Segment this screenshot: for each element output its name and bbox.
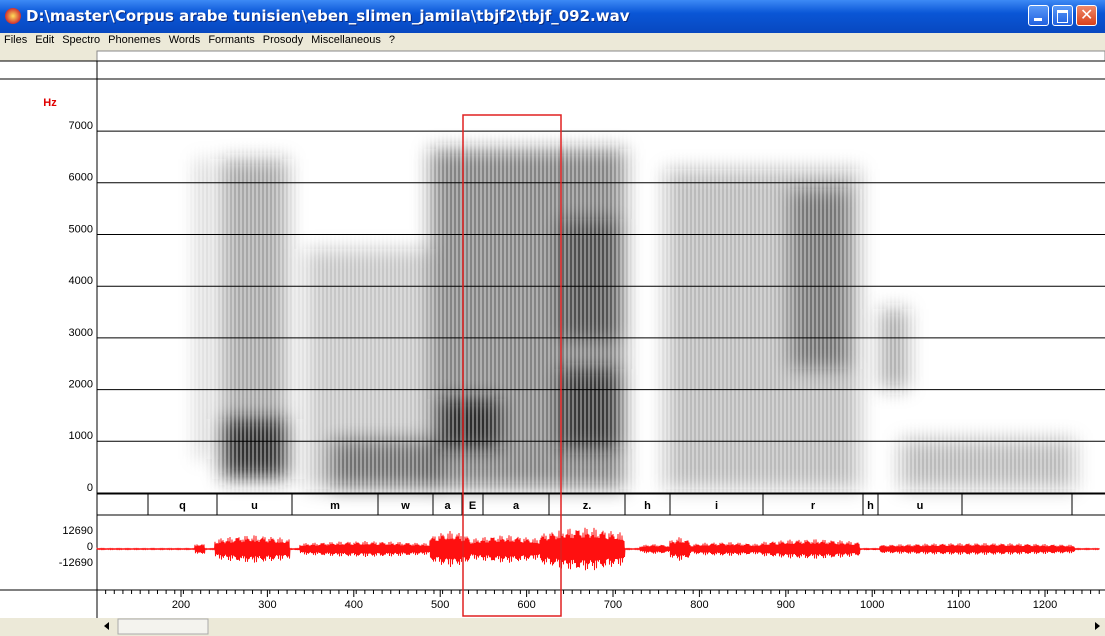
spectrogram-texture: [100, 109, 1100, 494]
close-button[interactable]: ✕: [1076, 5, 1097, 26]
menu-item[interactable]: Edit: [35, 34, 55, 46]
menu-item[interactable]: Files: [4, 34, 28, 46]
amplitude-label: -12690: [59, 557, 93, 569]
time-axis: 200 300 400 500 600 700 800 900 1000 1100 1200: [96, 590, 1100, 611]
scrollbar[interactable]: [0, 618, 1105, 636]
menu-item[interactable]: ?: [388, 34, 395, 46]
phoneme-label: h: [867, 500, 874, 512]
x-tick-label: 300: [258, 599, 276, 611]
y-tick-label: 7000: [69, 120, 93, 132]
scroll-right[interactable]: [1095, 622, 1100, 630]
window-title: D:\master\Corpus arabe tunisien\eben_sli…: [26, 7, 630, 25]
menu-item[interactable]: Phonemes: [108, 34, 161, 46]
phoneme-label: h: [644, 500, 651, 512]
maximize-button[interactable]: [1052, 5, 1073, 26]
x-tick-label: 400: [345, 599, 363, 611]
menu-bar: Files Edit Spectro Phonemes Words Formants Pro…: [0, 33, 1105, 49]
waveform-trace: [96, 527, 1100, 571]
phoneme-label: m: [330, 500, 340, 512]
phoneme-label: u: [917, 500, 924, 512]
phoneme-label: q: [179, 500, 186, 512]
x-tick-label: 500: [431, 599, 449, 611]
scroll-left[interactable]: [104, 622, 109, 630]
y-tick-label: 0: [87, 482, 93, 494]
y-tick-label: 1000: [69, 430, 93, 442]
menu-item[interactable]: Words: [168, 34, 201, 46]
scroll-thumb[interactable]: [117, 618, 209, 635]
y-tick-label: 2000: [69, 379, 93, 391]
x-tick-label: 1100: [947, 599, 971, 611]
waveform: 12690 0 -12690: [0, 525, 1105, 591]
phoneme-label: r: [811, 500, 816, 512]
phoneme-label: a: [513, 500, 520, 512]
selection-box[interactable]: [462, 114, 562, 617]
menu-item[interactable]: Miscellaneous: [311, 34, 381, 46]
y-tick-label: 6000: [69, 172, 93, 184]
phoneme-label: a: [444, 500, 451, 512]
y-tick-label: 3000: [69, 327, 93, 339]
x-tick-label: 700: [604, 599, 622, 611]
phoneme-label: z.: [583, 500, 592, 512]
app-icon: [5, 8, 21, 24]
x-tick-label: 1200: [1033, 599, 1057, 611]
phoneme-label: w: [400, 500, 410, 512]
y-tick-label: 5000: [69, 223, 93, 235]
x-tick-label: 800: [690, 599, 708, 611]
overview-strip: [96, 50, 1105, 62]
menu-item[interactable]: Prosody: [262, 34, 304, 46]
y-tick-label: 4000: [69, 275, 93, 287]
title-bar: D:\master\Corpus arabe tunisien\eben_sli…: [0, 0, 1105, 33]
menu-item[interactable]: Formants: [208, 34, 255, 46]
amplitude-label: 12690: [62, 525, 93, 537]
phoneme-label: i: [715, 500, 718, 512]
x-tick-label: 600: [517, 599, 535, 611]
menu-item[interactable]: Spectro: [62, 34, 101, 46]
amplitude-label: 0: [87, 541, 93, 553]
minimize-button[interactable]: [1028, 5, 1049, 26]
phoneme-label: E: [469, 500, 476, 512]
phoneme-label: u: [251, 500, 258, 512]
x-tick-label: 900: [777, 599, 795, 611]
x-tick-label: 1000: [860, 599, 884, 611]
frequency-axis: Hz 0 1000 2000 3000 4000 5000 6000 7000: [43, 97, 1105, 494]
axis-unit: Hz: [43, 97, 57, 109]
x-tick-label: 200: [172, 599, 190, 611]
